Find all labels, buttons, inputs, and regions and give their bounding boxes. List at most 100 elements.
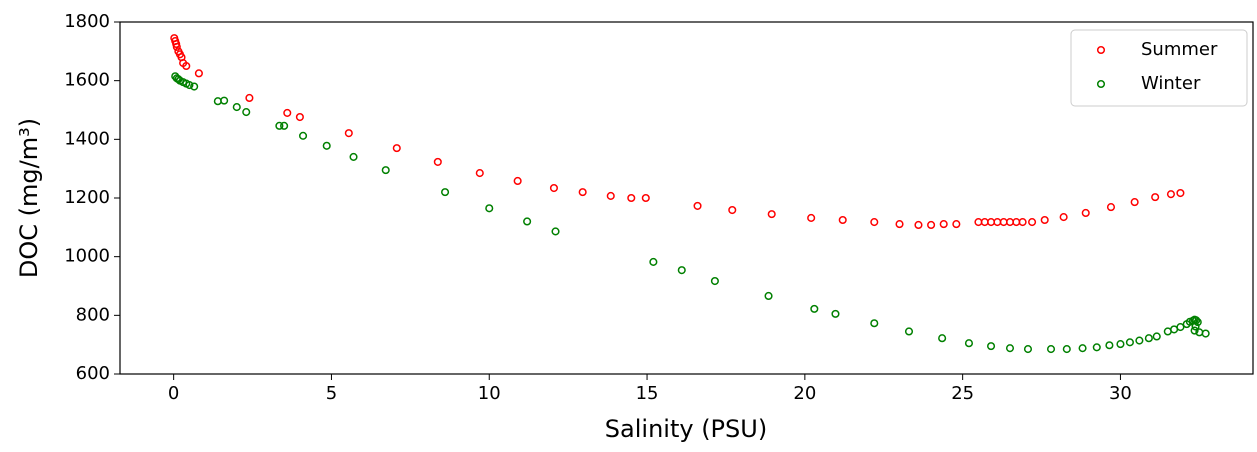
point — [485, 204, 494, 213]
point — [381, 166, 390, 175]
point — [441, 188, 450, 197]
point — [1062, 345, 1071, 354]
point — [1105, 341, 1114, 350]
point — [987, 342, 996, 351]
point — [392, 144, 401, 153]
point — [1028, 218, 1037, 227]
point — [1144, 334, 1153, 343]
point — [895, 220, 904, 229]
point — [280, 121, 289, 130]
point — [1176, 188, 1185, 198]
x-tick-label: 25 — [951, 383, 974, 404]
x-tick-label: 10 — [478, 383, 501, 404]
point — [245, 93, 254, 103]
point — [475, 169, 484, 178]
legend-label: Summer — [1141, 39, 1218, 60]
point — [952, 220, 961, 229]
point — [870, 218, 879, 227]
point — [1135, 336, 1144, 345]
legend-box — [1070, 29, 1248, 107]
point — [810, 304, 819, 313]
point — [627, 193, 636, 203]
point — [344, 129, 353, 138]
point — [1078, 344, 1087, 353]
y-tick-label: 600 — [76, 363, 110, 384]
point — [275, 121, 284, 130]
point — [1092, 343, 1101, 352]
point — [964, 339, 974, 348]
point — [1116, 340, 1125, 349]
point — [1081, 208, 1090, 218]
x-tick-label: 30 — [1109, 383, 1132, 404]
point — [938, 334, 947, 343]
point — [578, 188, 587, 197]
point — [190, 82, 199, 91]
point — [349, 152, 358, 161]
point — [1046, 345, 1056, 354]
point — [641, 193, 650, 203]
point — [838, 215, 847, 225]
point — [220, 96, 229, 105]
point — [242, 108, 251, 117]
point — [1151, 193, 1160, 202]
point — [194, 69, 203, 78]
point — [549, 183, 558, 193]
point — [322, 141, 331, 150]
point — [232, 103, 241, 112]
point — [710, 276, 719, 286]
point — [764, 291, 773, 301]
point — [513, 176, 522, 186]
point — [1005, 344, 1015, 353]
point — [551, 227, 560, 236]
point — [1176, 323, 1185, 332]
point — [1152, 332, 1161, 341]
y-tick-label: 1400 — [64, 128, 110, 149]
point — [1166, 190, 1175, 199]
point — [927, 220, 936, 230]
point — [904, 327, 914, 336]
point — [914, 220, 923, 230]
y-tick-label: 1200 — [64, 187, 110, 208]
x-tick-label: 5 — [326, 383, 337, 404]
point — [433, 157, 442, 166]
legend-marker — [1096, 79, 1106, 89]
point — [1023, 345, 1033, 354]
point — [1193, 318, 1202, 327]
point — [1191, 322, 1200, 331]
point — [1190, 326, 1199, 335]
point — [1130, 198, 1139, 207]
point — [807, 213, 816, 222]
point — [283, 108, 292, 117]
point — [1040, 215, 1049, 225]
x-axis-label: Salinity (PSU) — [605, 415, 767, 443]
point — [298, 131, 308, 140]
y-tick-label: 800 — [76, 304, 110, 325]
point — [939, 220, 948, 229]
point — [606, 191, 615, 200]
point — [1106, 203, 1116, 212]
point — [523, 217, 532, 226]
point — [182, 61, 191, 71]
point — [172, 42, 181, 51]
point — [677, 266, 686, 275]
point — [1201, 329, 1210, 338]
y-tick-label: 1000 — [64, 246, 110, 267]
point — [870, 319, 879, 328]
point — [1018, 218, 1027, 227]
x-tick-label: 15 — [636, 383, 659, 404]
y-axis-label: DOC (mg/m³) — [15, 118, 43, 278]
legend-marker — [1096, 45, 1106, 55]
legend-label: Winter — [1141, 73, 1201, 94]
point — [831, 309, 840, 318]
y-tick-label: 1600 — [64, 70, 110, 91]
point — [1125, 338, 1134, 347]
point — [1059, 213, 1068, 222]
point — [728, 205, 737, 215]
y-tick-label: 1800 — [64, 11, 110, 32]
point — [693, 201, 702, 210]
point — [295, 112, 304, 122]
x-tick-label: 20 — [793, 383, 816, 404]
x-tick-label: 0 — [168, 383, 179, 404]
point — [649, 257, 658, 266]
